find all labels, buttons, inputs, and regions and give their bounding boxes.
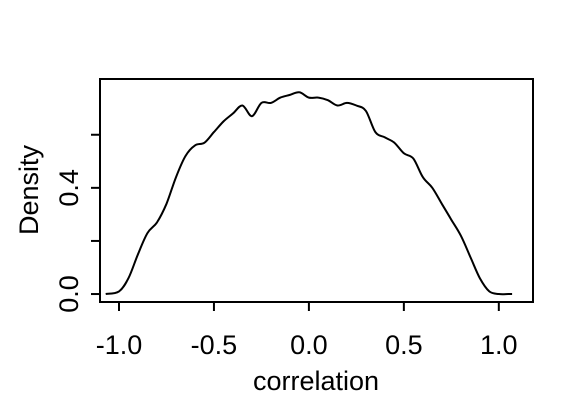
x-tick-label: -0.5 <box>191 330 238 360</box>
y-tick-label: 0.0 <box>54 275 84 313</box>
x-tick-label: 1.0 <box>480 330 518 360</box>
density-curve <box>105 91 513 296</box>
x-tick-label: -1.0 <box>96 330 143 360</box>
y-axis: 0.0 0.4 <box>54 133 100 313</box>
x-axis: -1.0 -0.5 0.0 0.5 1.0 <box>96 302 518 360</box>
y-axis-label: Density <box>14 144 44 235</box>
x-axis-label: correlation <box>253 366 379 396</box>
y-tick-label: 0.4 <box>54 169 84 207</box>
x-tick-label: 0.0 <box>290 330 328 360</box>
plot-frame <box>99 78 534 303</box>
x-tick-label: 0.5 <box>385 330 423 360</box>
